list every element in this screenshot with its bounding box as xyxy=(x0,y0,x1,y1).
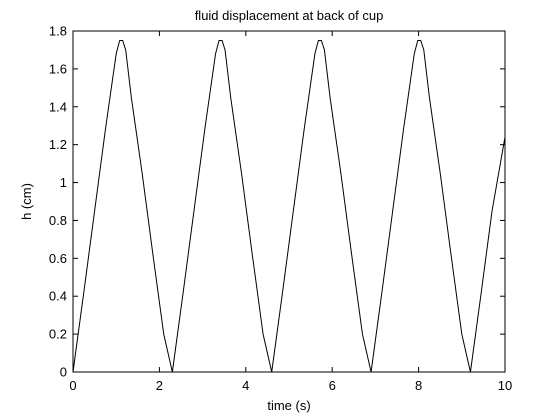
y-tick-label: 0.2 xyxy=(49,327,67,342)
axis-ticks xyxy=(72,30,506,373)
y-tick-label: 0.8 xyxy=(49,213,67,228)
x-tick-label: 8 xyxy=(415,378,422,393)
series-layer xyxy=(72,39,506,373)
x-axis-title: time (s) xyxy=(267,398,310,413)
y-tick-label: 0.4 xyxy=(49,289,67,304)
y-tick-label: 0.6 xyxy=(49,251,67,266)
x-tick-label: 10 xyxy=(498,378,512,393)
x-tick-label: 2 xyxy=(156,378,163,393)
y-tick-label: 1.2 xyxy=(49,137,67,152)
x-tick-label: 0 xyxy=(69,378,76,393)
series-line xyxy=(72,39,506,373)
y-tick-label: 1.4 xyxy=(49,99,67,114)
tick-labels: 0 2 4 6 8 10 0 0.2 0.4 0.6 0.8 1 1.2 1.4 1.6 1.8 xyxy=(49,24,512,394)
y-tick-label: 1 xyxy=(60,175,67,190)
plot-area xyxy=(72,30,506,373)
x-tick-label: 6 xyxy=(329,378,336,393)
y-tick-label: 1.8 xyxy=(49,24,67,39)
y-tick-label: 1.6 xyxy=(49,61,67,76)
y-axis-title: h (cm) xyxy=(19,183,34,220)
y-tick-label: 0 xyxy=(60,365,67,380)
chart-title: fluid displacement at back of cup xyxy=(195,8,384,23)
x-tick-label: 4 xyxy=(242,378,249,393)
